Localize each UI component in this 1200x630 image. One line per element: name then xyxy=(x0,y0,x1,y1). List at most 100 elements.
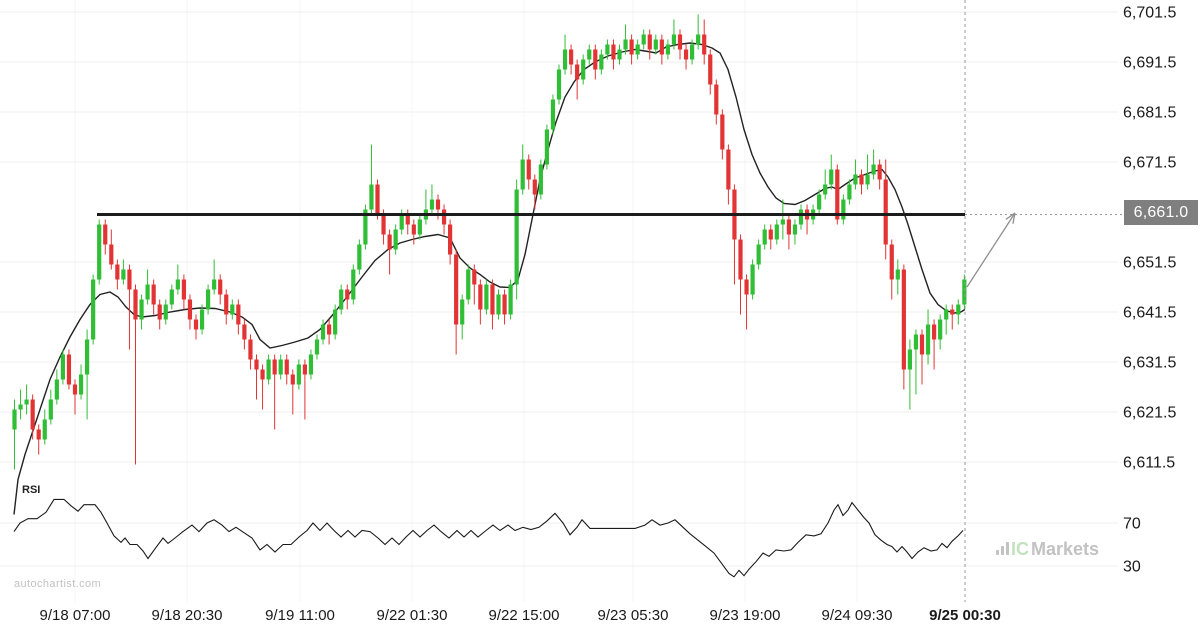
candle-body-down xyxy=(683,49,689,60)
candle-body-up xyxy=(641,34,646,45)
candle-body-down xyxy=(72,384,78,395)
candle-body-down xyxy=(181,279,186,300)
candle-body-down xyxy=(411,224,416,235)
candle-body-down xyxy=(502,294,507,315)
rsi-tick-label: 30 xyxy=(1123,559,1141,576)
candle-body-up xyxy=(514,189,519,285)
candle-body-up xyxy=(538,164,543,195)
candle-body-down xyxy=(435,199,441,210)
forecast-arrow-head xyxy=(1012,212,1016,224)
autochartist-watermark: autochartist.com xyxy=(14,578,102,590)
candle-body-down xyxy=(720,114,725,150)
candle-body-down xyxy=(441,209,447,225)
candle-body-up xyxy=(865,174,870,185)
candle-body-down xyxy=(448,224,453,255)
time-tick-label: 9/24 09:30 xyxy=(822,607,893,624)
candle-body-down xyxy=(260,369,265,380)
candle-body-down xyxy=(236,304,241,325)
candle-body-down xyxy=(290,374,295,385)
candle-body-up xyxy=(774,224,779,240)
price-tick-label: 6,701.5 xyxy=(1123,5,1176,22)
candle-body-up xyxy=(756,244,761,265)
candle-body-up xyxy=(556,69,562,100)
candle-body-down xyxy=(187,299,193,320)
candle-body-up xyxy=(369,184,374,210)
time-tick-label: 9/22 15:00 xyxy=(489,607,560,624)
candle-body-up xyxy=(780,219,785,225)
price-tick-label: 6,611.5 xyxy=(1123,455,1175,472)
candle-body-up xyxy=(544,129,549,165)
candle-body-up xyxy=(417,219,422,235)
icmarkets-bars-icon xyxy=(996,542,1009,555)
candle-body-up xyxy=(42,419,47,440)
icmarkets-logo-ic: IC xyxy=(1011,539,1029,559)
candle-body-up xyxy=(48,399,53,420)
candle-body-down xyxy=(932,324,937,340)
candle-body-up xyxy=(696,34,701,45)
candle-body-up xyxy=(54,379,59,400)
candle-body-down xyxy=(835,169,840,220)
candle-body-down xyxy=(327,324,332,335)
candle-body-up xyxy=(496,294,501,315)
candle-body-down xyxy=(133,289,138,320)
candle-body-up xyxy=(962,279,967,305)
candle-body-down xyxy=(708,54,713,85)
candle-body-up xyxy=(907,349,912,370)
candle-body-down xyxy=(272,359,277,375)
candle-body-down xyxy=(889,244,894,280)
rsi-tick-label: 70 xyxy=(1123,516,1141,533)
candle-body-up xyxy=(145,284,150,300)
time-tick-label: 9/23 19:00 xyxy=(710,607,781,624)
candle-body-down xyxy=(569,49,574,65)
candle-body-up xyxy=(429,199,435,210)
candle-body-up xyxy=(399,214,404,230)
candle-body-up xyxy=(363,209,368,245)
candle-body-up xyxy=(599,54,604,70)
candle-body-down xyxy=(405,214,410,225)
candle-body-up xyxy=(520,159,525,190)
candle-body-up xyxy=(847,184,852,200)
candle-body-down xyxy=(115,264,120,280)
candle-body-up xyxy=(18,404,23,410)
time-tick-label: 9/22 01:30 xyxy=(377,607,448,624)
candle-body-up xyxy=(212,279,217,290)
candle-body-up xyxy=(393,229,398,250)
candle-body-up xyxy=(871,164,876,175)
candle-body-up xyxy=(817,194,822,210)
candle-body-down xyxy=(768,229,773,240)
candle-body-up xyxy=(671,34,677,45)
candle-body-down xyxy=(677,34,683,50)
candle-body-up xyxy=(508,284,513,315)
candle-body-up xyxy=(623,39,628,50)
candle-body-down xyxy=(254,359,259,370)
candle-body-up xyxy=(85,339,90,375)
candle-body-up xyxy=(550,99,556,130)
candle-body-up xyxy=(314,339,320,355)
time-tick-label: 9/18 07:00 xyxy=(40,607,111,624)
candle-body-up xyxy=(581,59,586,80)
candle-body-down xyxy=(345,289,350,300)
candle-body-down xyxy=(36,429,41,440)
candle-body-up xyxy=(12,409,17,430)
time-tick-label: 9/19 11:00 xyxy=(265,607,335,624)
candle-body-up xyxy=(199,309,205,330)
icmarkets-logo: IC Markets xyxy=(996,540,1099,558)
candle-body-up xyxy=(895,269,900,280)
candle-body-down xyxy=(109,244,114,265)
candle-body-up xyxy=(163,304,168,320)
candle-body-down xyxy=(454,254,459,325)
candle-body-down xyxy=(950,309,955,315)
time-tick-label: 9/18 20:30 xyxy=(152,607,223,624)
candle-body-down xyxy=(151,284,156,305)
candle-body-down xyxy=(786,219,791,235)
candle-body-up xyxy=(320,324,326,340)
candle-body-up xyxy=(333,309,338,335)
candle-body-down xyxy=(157,304,162,320)
price-tick-label: 6,631.5 xyxy=(1123,355,1176,372)
forecast-arrow-shaft xyxy=(966,212,1016,288)
price-level-flag: 6,661.0 xyxy=(1124,200,1198,225)
candle-body-up xyxy=(357,244,362,270)
candle-body-down xyxy=(593,49,598,70)
candle-body-up xyxy=(938,319,943,340)
